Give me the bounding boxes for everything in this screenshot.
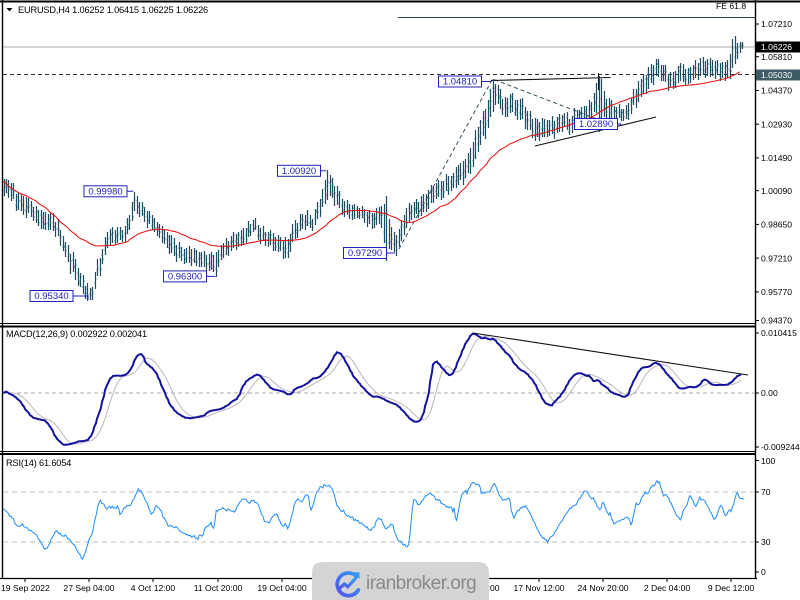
svg-text:MACD(12,26,9) 0.002922 0.00204: MACD(12,26,9) 0.002922 0.002041 — [6, 329, 147, 339]
svg-text:27 Sep 04:00: 27 Sep 04:00 — [63, 583, 114, 593]
svg-text:0.96300: 0.96300 — [168, 272, 202, 283]
svg-text:24 Nov 20:00: 24 Nov 20:00 — [577, 583, 628, 593]
svg-text:RSI(14) 61.6054: RSI(14) 61.6054 — [6, 458, 71, 468]
svg-text:0.95770: 0.95770 — [761, 287, 792, 297]
svg-text:1.04370: 1.04370 — [761, 86, 792, 96]
svg-text:iranbroker.org: iranbroker.org — [366, 573, 476, 594]
svg-text:0.010415: 0.010415 — [761, 328, 797, 338]
svg-text:11 Oct 20:00: 11 Oct 20:00 — [194, 583, 243, 593]
svg-text:30: 30 — [761, 537, 771, 547]
svg-text:0.98650: 0.98650 — [761, 220, 792, 230]
svg-text:-0.009244: -0.009244 — [761, 442, 800, 452]
svg-text:0.00: 0.00 — [761, 388, 778, 398]
svg-text:100: 100 — [761, 456, 776, 466]
svg-text:0.94370: 0.94370 — [761, 316, 792, 326]
svg-text:1.05030: 1.05030 — [761, 70, 792, 80]
svg-text:19 Sep 2022: 19 Sep 2022 — [1, 583, 50, 593]
svg-text:1.04810: 1.04810 — [443, 77, 477, 88]
svg-text:1.00090: 1.00090 — [761, 186, 792, 196]
svg-text:0.97210: 0.97210 — [761, 253, 792, 263]
svg-text:0.97290: 0.97290 — [348, 248, 382, 259]
svg-text:9 Dec 12:00: 9 Dec 12:00 — [708, 583, 755, 593]
svg-text:1.02890: 1.02890 — [579, 119, 613, 130]
svg-text:1.00920: 1.00920 — [282, 166, 316, 177]
svg-text:FE 61.8: FE 61.8 — [716, 1, 746, 11]
svg-text:1.01490: 1.01490 — [761, 153, 792, 163]
svg-text:4 Oct 12:00: 4 Oct 12:00 — [131, 583, 176, 593]
svg-text:17 Nov 12:00: 17 Nov 12:00 — [513, 583, 564, 593]
svg-text:1.05810: 1.05810 — [761, 52, 792, 62]
svg-text:1.06226: 1.06226 — [761, 42, 792, 52]
svg-text:70: 70 — [761, 487, 771, 497]
svg-text:0: 0 — [761, 567, 766, 577]
svg-text:2 Dec 04:00: 2 Dec 04:00 — [644, 583, 691, 593]
svg-text:1.02930: 1.02930 — [761, 119, 792, 129]
svg-text:0.95340: 0.95340 — [34, 291, 68, 302]
svg-text:EURUSD,H4 1.06252 1.06415 1.0: EURUSD,H4 1.06252 1.06415 1.06225 1.0622… — [18, 5, 208, 15]
svg-text:0.99980: 0.99980 — [88, 187, 122, 198]
svg-text:19 Oct 04:00: 19 Oct 04:00 — [257, 583, 306, 593]
svg-text:1.07210: 1.07210 — [761, 19, 792, 29]
